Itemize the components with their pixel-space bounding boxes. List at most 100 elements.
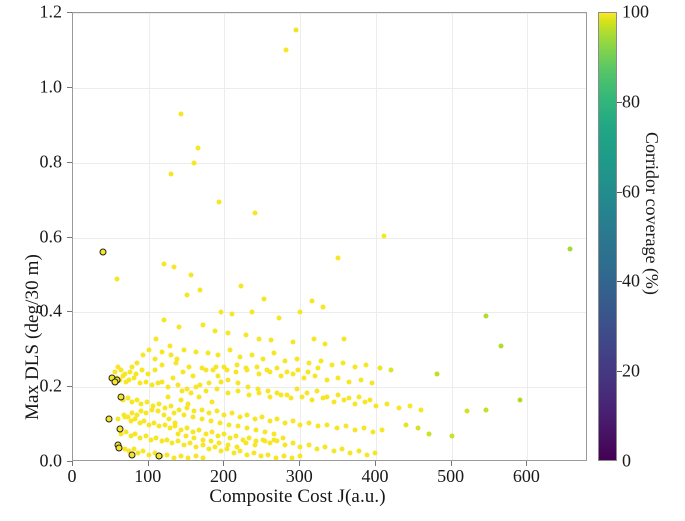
data-point[interactable] bbox=[203, 431, 209, 437]
data-point-highlighted[interactable] bbox=[128, 451, 136, 459]
data-point[interactable] bbox=[174, 356, 180, 362]
data-point[interactable] bbox=[231, 450, 237, 456]
data-point[interactable] bbox=[190, 429, 196, 435]
data-point[interactable] bbox=[216, 199, 222, 205]
data-point[interactable] bbox=[188, 272, 194, 278]
data-point[interactable] bbox=[464, 408, 470, 414]
data-point[interactable] bbox=[185, 455, 191, 460]
data-point[interactable] bbox=[235, 423, 241, 429]
data-point[interactable] bbox=[162, 422, 168, 428]
data-point[interactable] bbox=[267, 394, 273, 400]
data-point[interactable] bbox=[140, 352, 146, 358]
data-point[interactable] bbox=[282, 442, 288, 448]
data-point[interactable] bbox=[143, 379, 149, 385]
data-point[interactable] bbox=[152, 450, 158, 456]
data-point[interactable] bbox=[237, 448, 243, 454]
data-point[interactable] bbox=[210, 367, 216, 373]
data-point[interactable] bbox=[305, 369, 311, 375]
data-point[interactable] bbox=[149, 382, 155, 388]
data-point[interactable] bbox=[176, 407, 182, 413]
data-point[interactable] bbox=[203, 367, 209, 373]
data-point[interactable] bbox=[215, 433, 221, 439]
data-point[interactable] bbox=[195, 145, 201, 151]
data-point[interactable] bbox=[396, 405, 402, 411]
data-point[interactable] bbox=[132, 416, 138, 422]
data-point[interactable] bbox=[191, 408, 197, 414]
data-point[interactable] bbox=[240, 437, 246, 443]
data-point[interactable] bbox=[172, 423, 178, 429]
data-point[interactable] bbox=[249, 352, 255, 358]
data-point[interactable] bbox=[155, 408, 161, 414]
data-point[interactable] bbox=[306, 442, 312, 448]
data-point[interactable] bbox=[229, 410, 235, 416]
data-point[interactable] bbox=[358, 377, 364, 383]
data-point-highlighted[interactable] bbox=[155, 452, 163, 460]
data-point[interactable] bbox=[252, 416, 258, 422]
data-point[interactable] bbox=[133, 371, 139, 377]
data-point[interactable] bbox=[265, 388, 271, 394]
data-point[interactable] bbox=[268, 337, 274, 343]
data-point[interactable] bbox=[141, 418, 147, 424]
data-point[interactable] bbox=[139, 367, 145, 373]
data-point[interactable] bbox=[126, 377, 132, 383]
data-point[interactable] bbox=[278, 392, 283, 398]
data-point[interactable] bbox=[329, 362, 335, 368]
data-point[interactable] bbox=[128, 418, 134, 424]
data-point[interactable] bbox=[171, 455, 177, 460]
data-point[interactable] bbox=[301, 375, 307, 381]
data-point[interactable] bbox=[284, 392, 290, 398]
data-point[interactable] bbox=[290, 339, 296, 345]
data-point[interactable] bbox=[372, 450, 378, 456]
data-point[interactable] bbox=[121, 412, 127, 418]
data-point[interactable] bbox=[253, 427, 259, 433]
data-point[interactable] bbox=[226, 422, 232, 428]
data-point[interactable] bbox=[206, 380, 212, 386]
data-point[interactable] bbox=[212, 444, 218, 450]
data-point[interactable] bbox=[185, 401, 191, 407]
data-point[interactable] bbox=[178, 397, 184, 403]
data-point[interactable] bbox=[334, 425, 340, 431]
data-point[interactable] bbox=[312, 373, 318, 379]
data-point[interactable] bbox=[156, 423, 162, 429]
data-point[interactable] bbox=[175, 382, 180, 388]
data-point[interactable] bbox=[259, 414, 265, 420]
data-point[interactable] bbox=[221, 412, 227, 418]
data-point[interactable] bbox=[384, 401, 390, 407]
data-point[interactable] bbox=[140, 448, 146, 454]
data-point[interactable] bbox=[155, 380, 161, 386]
data-point[interactable] bbox=[322, 341, 328, 347]
data-point[interactable] bbox=[339, 446, 345, 452]
data-point[interactable] bbox=[335, 392, 341, 398]
data-point[interactable] bbox=[283, 47, 289, 53]
data-point[interactable] bbox=[146, 452, 152, 458]
data-point[interactable] bbox=[245, 384, 251, 390]
data-point[interactable] bbox=[290, 418, 296, 424]
data-point[interactable] bbox=[168, 352, 174, 358]
data-point[interactable] bbox=[254, 364, 260, 370]
data-point[interactable] bbox=[252, 210, 258, 216]
data-point[interactable] bbox=[188, 390, 194, 396]
data-point[interactable] bbox=[168, 171, 174, 177]
data-point[interactable] bbox=[213, 364, 219, 370]
data-point[interactable] bbox=[181, 412, 187, 418]
data-point[interactable] bbox=[227, 435, 233, 441]
data-point[interactable] bbox=[361, 425, 367, 431]
data-point[interactable] bbox=[243, 440, 249, 446]
data-point[interactable] bbox=[335, 375, 341, 381]
data-point[interactable] bbox=[191, 160, 197, 166]
data-point[interactable] bbox=[129, 364, 135, 370]
data-point[interactable] bbox=[311, 336, 317, 342]
data-point[interactable] bbox=[149, 407, 155, 413]
data-point[interactable] bbox=[180, 369, 186, 375]
data-point[interactable] bbox=[267, 440, 273, 446]
data-point[interactable] bbox=[225, 330, 231, 336]
data-point[interactable] bbox=[165, 384, 171, 390]
data-point[interactable] bbox=[379, 427, 385, 433]
data-point[interactable] bbox=[215, 373, 221, 379]
data-point[interactable] bbox=[290, 440, 296, 446]
data-point[interactable] bbox=[144, 399, 150, 405]
data-point[interactable] bbox=[146, 347, 152, 353]
data-point[interactable] bbox=[134, 360, 140, 366]
data-point[interactable] bbox=[346, 395, 352, 401]
data-point[interactable] bbox=[284, 369, 290, 375]
